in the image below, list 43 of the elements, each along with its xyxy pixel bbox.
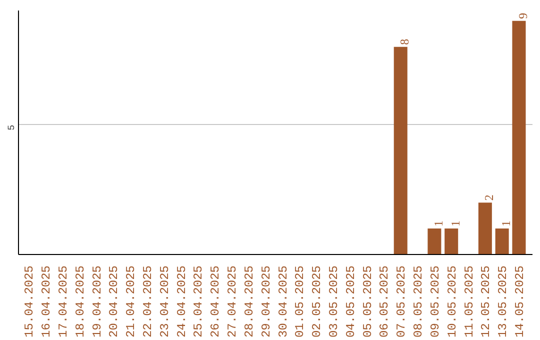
x-tick-label: 30.04.2025 (276, 265, 290, 338)
x-tick-label: 04.05.2025 (344, 265, 358, 338)
data-label: 9 (516, 12, 530, 19)
x-tick-label: 12.05.2025 (479, 265, 494, 338)
data-label: 1 (448, 220, 462, 227)
x-tick-label: 08.05.2025 (412, 265, 426, 338)
x-tick-label: 03.05.2025 (326, 265, 341, 338)
bar (428, 228, 442, 254)
x-tick-label: 07.05.2025 (394, 265, 409, 338)
data-label: 1 (499, 220, 514, 227)
x-tick-label: 02.05.2025 (310, 265, 324, 338)
x-tick-label: 15.04.2025 (22, 265, 37, 338)
x-tick-label: 05.05.2025 (360, 265, 375, 338)
x-tick-label: 17.04.2025 (56, 265, 70, 338)
x-tick-label: 11.05.2025 (462, 265, 476, 338)
x-tick-label: 13.05.2025 (496, 265, 510, 338)
x-tick-label: 10.05.2025 (445, 265, 460, 338)
bar (478, 202, 492, 254)
x-tick-label: 22.04.2025 (141, 265, 155, 338)
y-tick-label: 5 (6, 124, 17, 130)
x-tick-label: 14.05.2025 (512, 265, 527, 338)
bar (495, 228, 509, 254)
x-tick-label: 26.04.2025 (208, 265, 223, 338)
x-tick-label: 20.04.2025 (107, 265, 122, 338)
x-tick-label: 29.04.2025 (259, 265, 274, 338)
x-tick-label: 21.04.2025 (124, 265, 138, 338)
bar (444, 228, 458, 254)
x-tick-label: 16.04.2025 (40, 265, 54, 338)
data-label: 8 (398, 38, 412, 45)
x-tick-label: 18.04.2025 (73, 265, 88, 338)
x-tick-label: 06.05.2025 (378, 265, 392, 338)
x-tick-label: 09.05.2025 (428, 265, 442, 338)
data-label: 2 (482, 194, 496, 201)
x-tick-label: 24.04.2025 (174, 265, 189, 338)
x-tick-label: 28.04.2025 (242, 265, 256, 338)
x-tick-label: 27.04.2025 (226, 265, 240, 338)
x-tick-label: 19.04.2025 (90, 265, 104, 338)
x-tick-label: 01.05.2025 (293, 265, 308, 338)
x-tick-label: 25.04.2025 (192, 265, 206, 338)
bar (394, 46, 408, 254)
x-tick-label: 23.04.2025 (158, 265, 172, 338)
data-label: 1 (431, 220, 446, 227)
bar (512, 20, 526, 254)
